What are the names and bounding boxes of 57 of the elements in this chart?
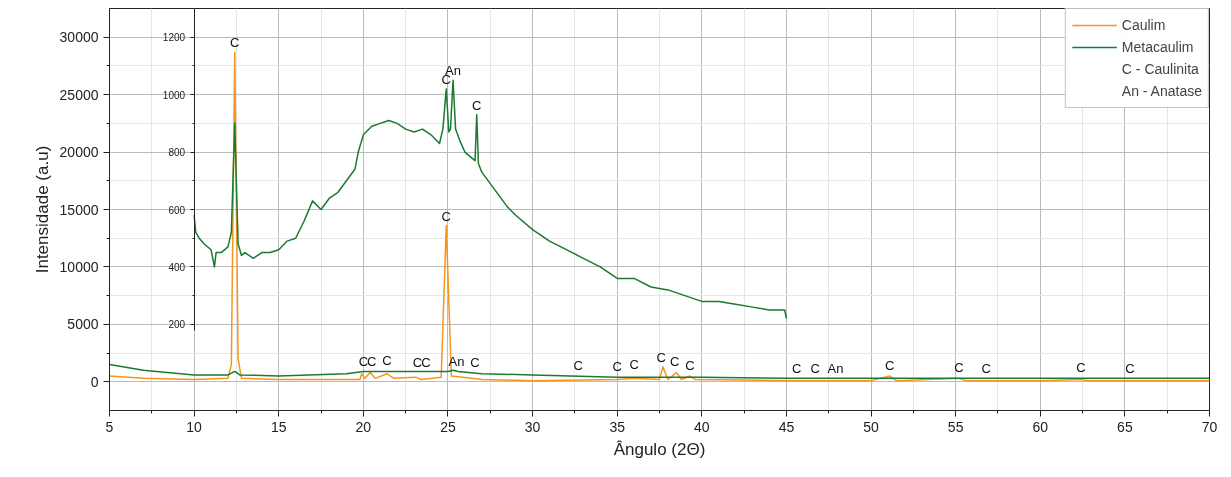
annotation: C - Caulinita bbox=[1121, 61, 1199, 77]
x-tick-label: 40 bbox=[694, 418, 710, 435]
y2-tick-label: 400 bbox=[168, 261, 186, 273]
y2-tick-label: 200 bbox=[168, 319, 186, 331]
x-tick-label: 10 bbox=[186, 418, 203, 435]
annotation: C bbox=[612, 359, 622, 375]
x-tick-label: 35 bbox=[609, 418, 626, 435]
legend-label: Caulim bbox=[1121, 17, 1166, 33]
annotation: C bbox=[685, 357, 695, 373]
x-tick-label: 30 bbox=[524, 418, 541, 435]
annotation: C bbox=[358, 354, 369, 370]
x-tick-label: 25 bbox=[440, 418, 456, 435]
annotation: C bbox=[656, 349, 666, 365]
x-tick-label: 60 bbox=[1032, 418, 1049, 435]
annotation: C bbox=[421, 355, 431, 371]
annotation: C bbox=[670, 354, 680, 370]
x-tick-label: 45 bbox=[778, 418, 795, 435]
annotation: C bbox=[810, 361, 820, 377]
y-tick-label: 20000 bbox=[59, 144, 99, 161]
x-tick-label: 5 bbox=[105, 418, 114, 435]
annotation: C bbox=[629, 356, 639, 372]
y2-tick-label: 600 bbox=[168, 204, 186, 216]
annotation: C bbox=[954, 359, 964, 375]
legend-label: Metacaulim bbox=[1121, 39, 1194, 55]
annotation: C bbox=[441, 208, 451, 224]
line-series bbox=[109, 51, 1210, 382]
x-tick-label: 65 bbox=[1117, 418, 1133, 435]
y-tick-label: 0 bbox=[90, 373, 99, 390]
x-tick-label: 50 bbox=[863, 418, 880, 435]
y-tick-label: 30000 bbox=[59, 29, 99, 46]
annotation: C bbox=[1076, 360, 1086, 376]
annotation: C bbox=[472, 97, 482, 113]
annotation: An bbox=[827, 361, 844, 377]
x-tick-label: 15 bbox=[270, 418, 287, 435]
annotation: C bbox=[367, 353, 377, 369]
x-axis-title: Ângulo (2Θ) bbox=[613, 439, 706, 459]
x-tick-label: 55 bbox=[947, 418, 964, 435]
annotation: C bbox=[573, 358, 583, 374]
y2-tick-label: 1000 bbox=[162, 89, 186, 101]
y2-tick-label: 800 bbox=[168, 147, 186, 159]
annotation: C bbox=[382, 353, 392, 369]
y-tick-label: 15000 bbox=[59, 201, 99, 218]
annotation: C bbox=[470, 355, 480, 371]
annotation: C bbox=[981, 360, 991, 376]
y-tick-label: 5000 bbox=[67, 316, 99, 333]
annotation: C bbox=[412, 355, 423, 371]
y-tick-label: 25000 bbox=[59, 86, 99, 103]
annotation: C bbox=[1125, 361, 1135, 377]
annotation: C bbox=[230, 35, 240, 51]
x-tick-label: 70 bbox=[1201, 418, 1218, 435]
annotation: An - Anatase bbox=[1121, 83, 1202, 99]
y2-tick-label: 1200 bbox=[162, 32, 186, 44]
x-tick-label: 20 bbox=[355, 418, 372, 435]
y-tick-label: 10000 bbox=[59, 258, 99, 275]
annotation: C bbox=[791, 360, 802, 376]
y-axis-title: Intensidade (a.u) bbox=[32, 145, 52, 274]
annotation: C bbox=[884, 357, 895, 373]
